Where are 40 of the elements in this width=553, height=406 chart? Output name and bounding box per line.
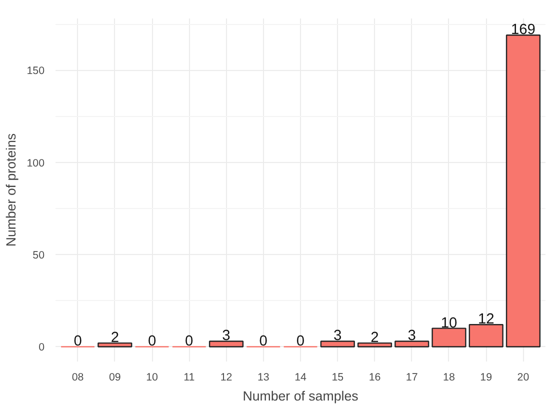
- bar: [357, 342, 392, 348]
- x-tick-label: 20: [517, 372, 530, 384]
- x-tick-label: 11: [184, 372, 195, 384]
- x-tick-label: 18: [443, 372, 455, 384]
- y-axis-title: Number of proteins: [4, 132, 19, 247]
- x-tick-label: 17: [406, 372, 418, 384]
- data-label: 2: [370, 330, 379, 346]
- x-tick-label: 15: [332, 372, 344, 384]
- x-tick-label: 13: [257, 372, 270, 384]
- x-tick-label: 14: [294, 372, 306, 384]
- bar: [432, 328, 466, 348]
- x-tick-label: 09: [108, 372, 121, 384]
- data-label: 3: [222, 328, 230, 344]
- bar: [320, 340, 355, 348]
- data-label: 2: [110, 330, 119, 346]
- x-tick-label: 16: [368, 372, 381, 384]
- data-label: 169: [511, 22, 536, 38]
- data-label: 10: [440, 315, 458, 332]
- x-tick-label: 10: [146, 372, 158, 384]
- bar: [208, 340, 244, 348]
- data-label: 0: [148, 334, 156, 350]
- bar: [468, 324, 504, 348]
- data-label: 0: [259, 334, 268, 350]
- x-tick-label: 08: [72, 372, 84, 384]
- y-tick-label: 0: [38, 342, 45, 354]
- data-label: 12: [478, 312, 494, 328]
- bar: [98, 342, 132, 348]
- data-label: 0: [296, 334, 305, 350]
- x-axis-title: Number of samples: [242, 388, 359, 404]
- y-tick-label: 150: [26, 65, 45, 78]
- x-tick-label: 12: [220, 372, 232, 384]
- y-tick-label: 100: [26, 157, 45, 170]
- bar: [506, 34, 541, 348]
- data-label: 3: [408, 328, 416, 344]
- data-label: 0: [74, 334, 82, 350]
- x-tick-label: 19: [480, 372, 492, 384]
- y-tick-label: 50: [32, 250, 45, 262]
- data-label: 0: [185, 334, 194, 350]
- bar: [394, 340, 430, 348]
- data-label: 3: [334, 328, 342, 344]
